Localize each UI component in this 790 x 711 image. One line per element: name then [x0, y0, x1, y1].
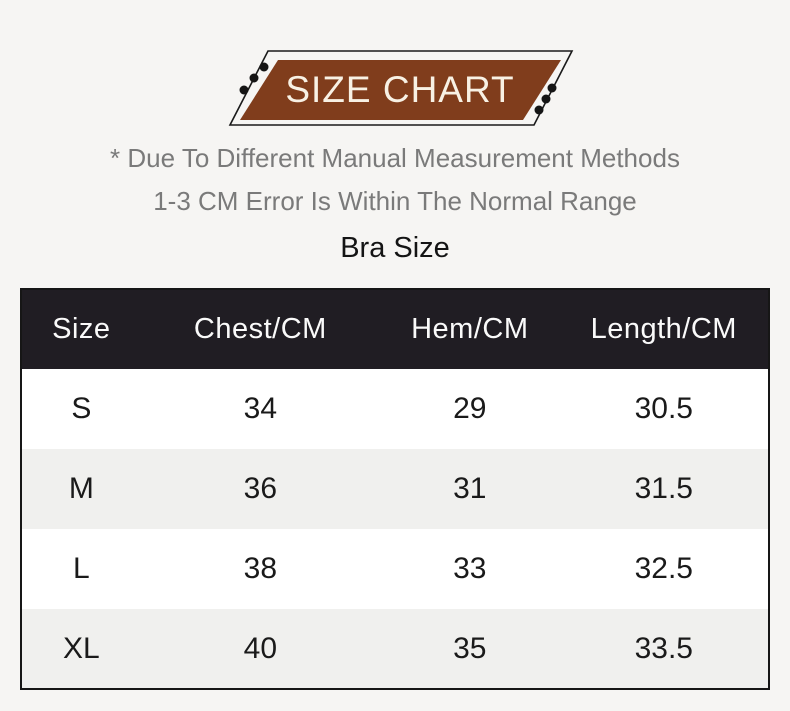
size-table-header: Size Chest/CM Hem/CM Length/CM [21, 289, 769, 369]
banner-title: SIZE CHART [285, 69, 515, 110]
cell-hem: 35 [453, 631, 487, 665]
cell-length: 30.5 [634, 392, 693, 425]
banner-dot [259, 62, 269, 72]
column-header-length: Length/CM [590, 313, 737, 345]
cell-size: XL [62, 631, 100, 665]
table-subtitle: Bra Size [340, 232, 450, 264]
banner-dot [239, 85, 249, 95]
cell-size: S [71, 392, 92, 425]
cell-length: 31.5 [634, 472, 693, 505]
column-header-size: Size [52, 313, 111, 345]
cell-chest: 38 [243, 552, 278, 585]
cell-size: M [68, 472, 94, 505]
size-table-body: S 34 29 30.5 M 36 31 31.5 L 38 33 32.5 X… [21, 369, 769, 689]
banner-shape-graphic [228, 50, 574, 126]
cell-hem: 29 [453, 392, 487, 425]
cell-chest: 34 [243, 392, 278, 425]
column-header-chest: Chest/CM [193, 313, 327, 345]
cell-chest: 40 [243, 631, 278, 665]
banner-dot [547, 83, 557, 93]
banner-fill-parallelogram [240, 60, 561, 120]
size-chart-banner: SIZE CHART [225, 45, 575, 130]
table-row-m: M 36 31 31.5 [21, 449, 769, 529]
cell-length: 32.5 [634, 552, 693, 585]
measurement-note-line2: 1-3 CM Error Is Within The Normal Range [153, 186, 637, 216]
table-row-l: L 38 33 32.5 [21, 529, 769, 609]
measurement-note-line1: * Due To Different Manual Measurement Me… [110, 143, 680, 173]
banner-dot [249, 73, 259, 83]
cell-size: L [72, 552, 90, 585]
banner-dot [541, 94, 551, 104]
column-header-hem: Hem/CM [411, 313, 529, 345]
header-row: Size Chest/CM Hem/CM Length/CM [21, 289, 769, 369]
banner-dot [534, 105, 544, 115]
table-row-xl: XL 40 35 33.5 [21, 609, 769, 689]
table-row-s: S 34 29 30.5 [21, 369, 769, 449]
cell-chest: 36 [243, 472, 278, 505]
cell-length: 33.5 [634, 631, 693, 665]
cell-hem: 31 [453, 472, 487, 505]
banner-outline-parallelogram [228, 50, 574, 126]
cell-hem: 33 [453, 552, 487, 585]
size-table: Size Chest/CM Hem/CM Length/CM S 34 29 3… [20, 288, 770, 690]
